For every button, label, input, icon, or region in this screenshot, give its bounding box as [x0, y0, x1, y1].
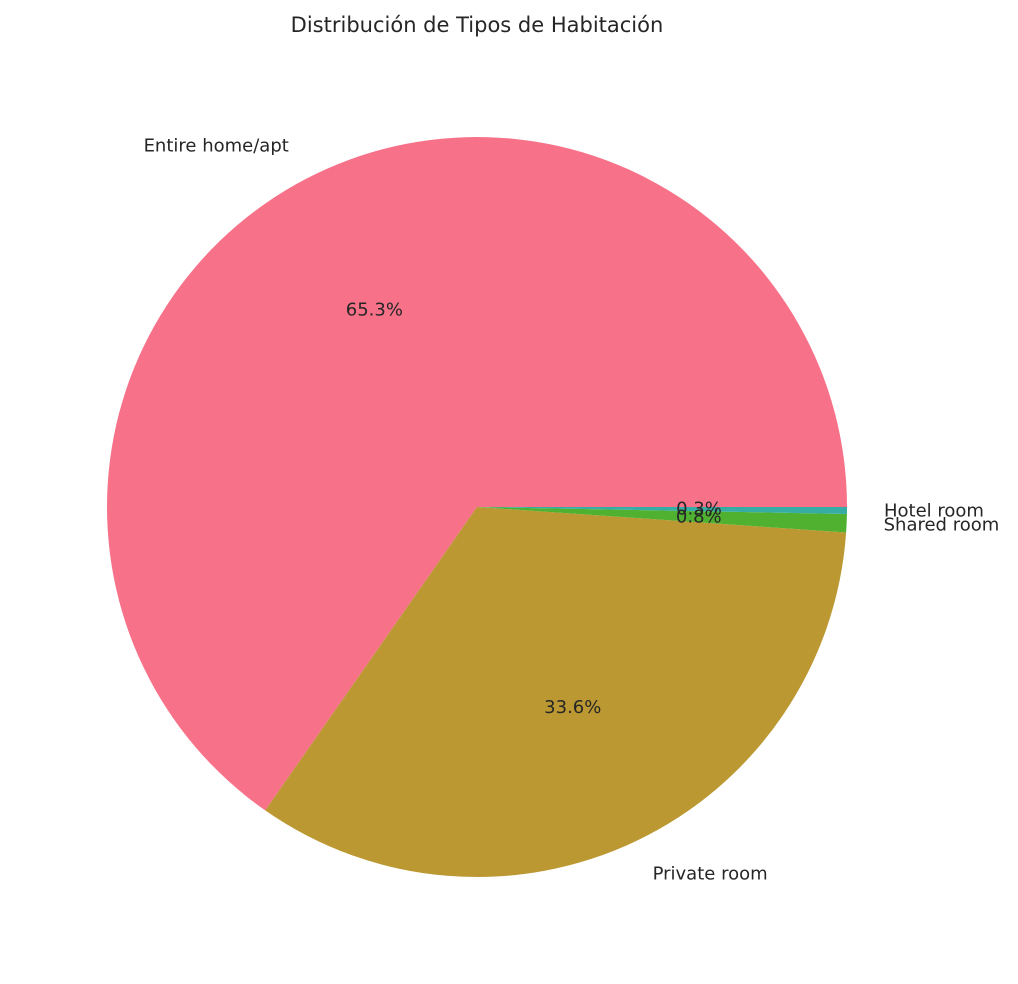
pie-slice-shared-room	[477, 507, 847, 533]
slice-percent-shared-room: 0.8%	[676, 506, 722, 527]
chart-title: Distribución de Tipos de Habitación	[291, 13, 664, 37]
pie-slices	[107, 136, 848, 878]
pie-slice-entire-home-apt	[107, 136, 848, 811]
pie-slice-private-room	[265, 507, 847, 878]
slice-label-private-room: Private room	[653, 864, 768, 885]
slice-label-entire-home-apt: Entire home/apt	[144, 136, 289, 157]
slice-percent-entire-home-apt: 65.3%	[346, 300, 403, 321]
slice-label-hotel-room: Hotel room	[884, 500, 984, 521]
slice-label-shared-room: Shared room	[884, 514, 1000, 535]
pie-slice-hotel-room	[477, 507, 847, 514]
pie-labels: Entire home/apt 65.3% Private room 33.6% Sha…	[144, 136, 1000, 885]
slice-percent-hotel-room: 0.3%	[676, 499, 722, 520]
slice-percent-private-room: 33.6%	[544, 697, 601, 718]
